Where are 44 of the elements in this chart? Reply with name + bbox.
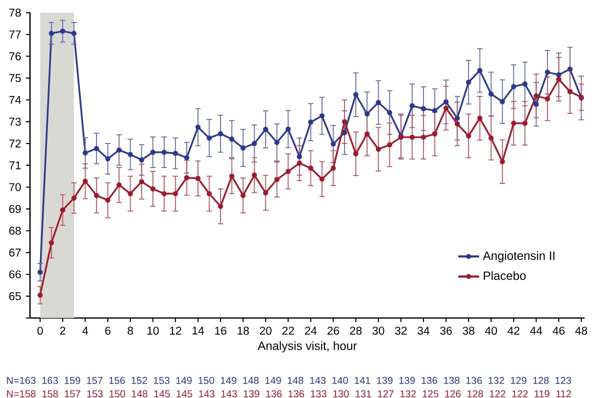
x-tick-label: 22 [282, 326, 294, 335]
y-tick-label: 72 [9, 140, 21, 148]
x-tick-label: 16 [215, 326, 226, 335]
y-tick-label: 76 [9, 52, 21, 60]
x-tick-label: 2 [60, 326, 66, 335]
x-axis-title: Analysis visit, hour [258, 341, 357, 352]
y-tick-label: 78 [9, 8, 21, 17]
x-tick-label: 4 [82, 326, 88, 334]
x-tick-label: 8 [128, 326, 134, 335]
x-tick-label: 46 [552, 326, 565, 335]
x-tick-label: 20 [260, 326, 272, 335]
x-tick-label: 48 [575, 326, 588, 335]
x-tick-label: 36 [440, 326, 452, 335]
x-tick-label: 12 [170, 326, 182, 335]
y-tick-label: 71 [9, 161, 21, 170]
y-tick-label: 66 [9, 270, 21, 278]
y-tick-label: 73 [9, 118, 21, 126]
y-tick-label: 69 [9, 204, 21, 213]
x-tick-label: 28 [350, 326, 362, 335]
x-tick-label: 24 [304, 326, 317, 335]
x-tick-label: 6 [105, 326, 110, 335]
y-tick-label: 74 [9, 96, 21, 104]
x-tick-label: 26 [328, 326, 340, 335]
x-tick-label: 44 [530, 326, 542, 334]
y-tick-label: 67 [9, 248, 21, 257]
y-tick-label: 75 [9, 74, 21, 82]
x-tick-label: 0 [37, 326, 43, 335]
y-tick-label: 70 [9, 183, 21, 192]
x-tick-label: 14 [192, 326, 204, 334]
y-tick-label: 77 [9, 30, 21, 38]
x-tick-label: 40 [485, 326, 497, 335]
x-tick-label: 18 [238, 326, 249, 335]
legend-label: Placebo [484, 271, 526, 280]
y-tick-label: 65 [9, 292, 21, 300]
x-tick-label: 34 [418, 326, 430, 335]
x-tick-label: 42 [508, 326, 520, 335]
text: N=158 158 157 153 150 148 145 145 143 143 139 136 136 133 130 131 127 132 125 126 128 122 122 119 112 [7, 390, 571, 398]
x-tick-label: 32 [395, 326, 407, 335]
x-tick-label: 10 [147, 326, 159, 335]
x-tick-label: 38 [462, 326, 474, 335]
legend-label: Angiotensin II [482, 251, 554, 262]
x-tick-label: 30 [372, 326, 384, 335]
y-tick-label: 68 [9, 226, 21, 235]
text: N=163 163 159 157 156 152 153 149 150 149 148 149 148 143 140 141 139 139 136 138 136 132 129 128 123 [7, 376, 572, 384]
